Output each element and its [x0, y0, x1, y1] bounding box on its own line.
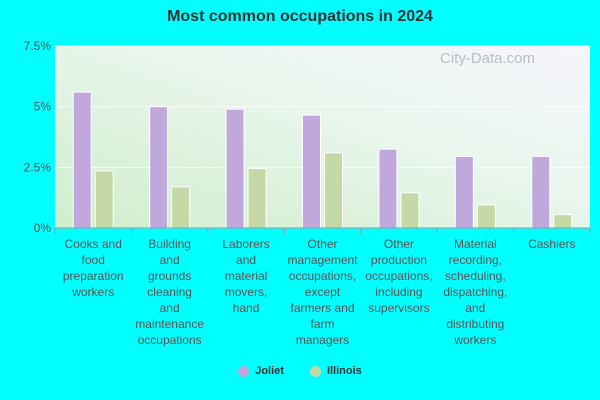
category-label-line: material — [224, 269, 268, 283]
y-tick-label: 0% — [34, 221, 52, 235]
category-label-line: Laborers — [222, 237, 270, 251]
bar-illinois-6[interactable] — [553, 214, 573, 229]
bar-joliet-2[interactable] — [225, 108, 245, 229]
category-label-line: supervisors — [368, 301, 430, 315]
bar-illinois-0[interactable] — [94, 170, 114, 229]
legend-swatch-illinois — [309, 365, 321, 377]
bar-joliet-5[interactable] — [454, 155, 474, 229]
category-label-line: cleaning — [147, 285, 192, 299]
chart-title: Most common occupations in 2024 — [167, 8, 433, 25]
category-label-line: including — [375, 285, 423, 299]
category-label-line: preparation — [62, 269, 124, 283]
category-label-line: and — [236, 253, 257, 267]
category-label-line: movers, — [224, 285, 268, 299]
category-label-line: scheduling, — [444, 269, 506, 283]
category-label-line: workers — [72, 285, 115, 299]
category-label-4: Other production occupations, including supe… — [360, 236, 438, 316]
category-label-line: management — [287, 253, 358, 267]
legend-label-illinois: Illinois — [326, 365, 362, 377]
category-label-5: Material recording, scheduling, dispatching… — [436, 236, 514, 348]
category-label-line: except — [304, 285, 341, 299]
legend: Joliet Illinois — [0, 365, 600, 377]
bar-joliet-6[interactable] — [531, 155, 551, 229]
y-tick-label: 5% — [34, 100, 52, 114]
bar-illinois-2[interactable] — [247, 168, 267, 229]
category-label-line: grounds — [147, 269, 192, 283]
bar-joliet-4[interactable] — [378, 148, 398, 229]
category-label-line: occupations, — [365, 269, 433, 283]
category-label-line: farm — [310, 317, 335, 331]
y-tick-label: 2.5% — [24, 160, 52, 174]
bar-illinois-4[interactable] — [400, 192, 420, 229]
bar-illinois-1[interactable] — [171, 186, 191, 229]
category-label-0: Cooks and food preparation workers — [54, 236, 132, 300]
legend-label-joliet: Joliet — [255, 365, 284, 377]
category-label-line: distributing — [446, 317, 505, 331]
watermark-logo: City-Data.com — [440, 50, 535, 67]
bar-illinois-5[interactable] — [476, 204, 496, 229]
category-label-line: workers — [454, 333, 497, 347]
plot-background — [55, 46, 590, 228]
category-label-line: hand — [232, 301, 260, 315]
legend-item-joliet[interactable]: Joliet — [238, 365, 284, 377]
category-label-line: Material — [454, 237, 497, 251]
category-label-line: food — [81, 253, 105, 267]
category-label-1: Building and grounds cleaning and maintenance… — [131, 236, 209, 348]
category-label-line: maintenance — [135, 317, 204, 331]
bar-joliet-0[interactable] — [72, 91, 92, 229]
category-label-line: and — [159, 301, 180, 315]
category-label-line: and — [465, 301, 486, 315]
category-label-line: production — [370, 253, 427, 267]
category-label-line: Cashiers — [528, 237, 576, 251]
legend-item-illinois[interactable]: Illinois — [309, 365, 362, 377]
category-label-line: farmers and — [290, 301, 355, 315]
category-label-line: dispatching, — [443, 285, 508, 299]
category-label-line: recording, — [448, 253, 503, 267]
category-label-line: Cooks and — [64, 237, 122, 251]
bar-joliet-1[interactable] — [149, 106, 169, 229]
watermark-text: City-Data.com — [440, 50, 536, 67]
bar-joliet-3[interactable] — [302, 114, 321, 229]
category-label-3: Other management occupations, except farmers… — [284, 236, 362, 348]
category-label-2: Laborers and material movers, hand — [207, 236, 285, 316]
category-label-line: managers — [295, 333, 350, 347]
legend-swatch-joliet — [238, 365, 250, 377]
category-label-6: Cashiers — [513, 236, 591, 252]
bar-illinois-3[interactable] — [324, 152, 343, 229]
category-label-line: occupations, — [288, 269, 357, 283]
category-label-line: Building — [148, 237, 191, 251]
category-label-line: occupations — [137, 333, 202, 347]
y-tick-label: 7.5% — [24, 39, 52, 53]
category-label-line: Other — [307, 237, 338, 251]
category-label-line: Other — [383, 237, 414, 251]
category-label-line: and — [159, 253, 180, 267]
